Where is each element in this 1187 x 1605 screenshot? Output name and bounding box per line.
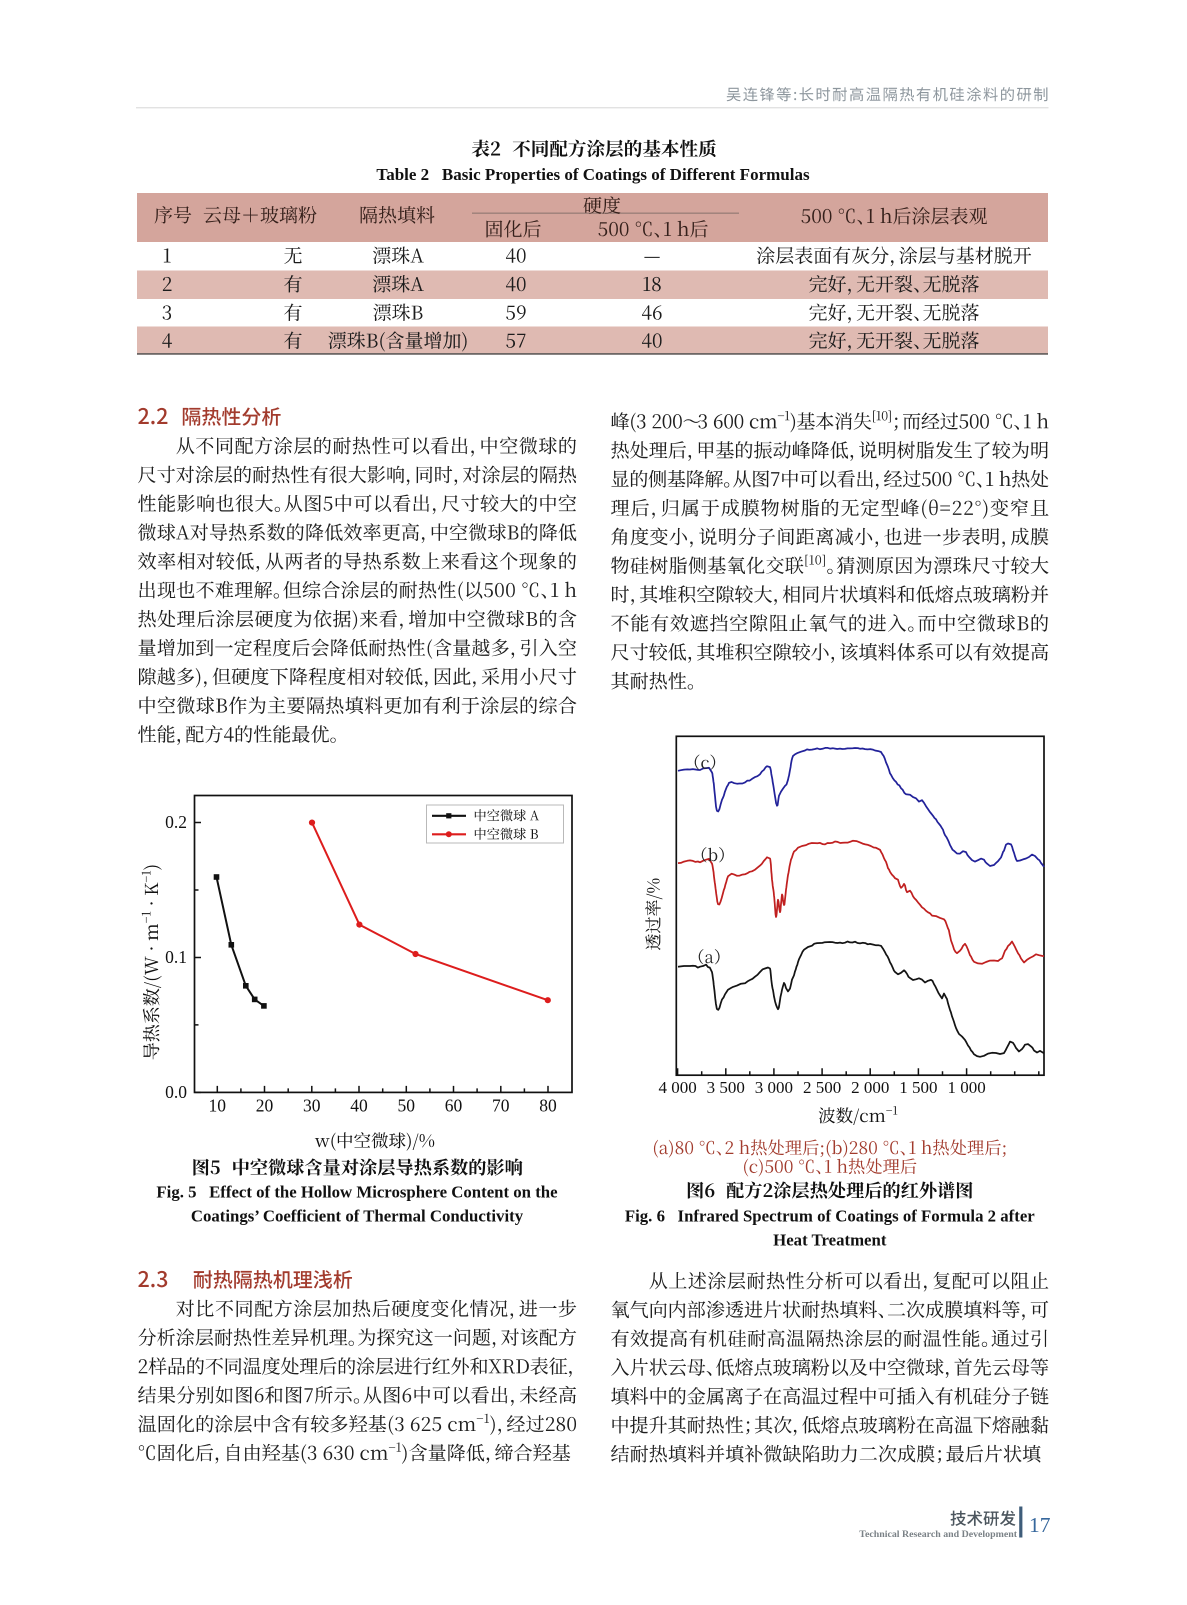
svg-text:50: 50 [398, 1096, 416, 1116]
svg-text:Fig. 6 Infrared Spectrum of: Fig. 6 Infrared Spectrum of Coatings of … [625, 1207, 1035, 1226]
svg-text:70: 70 [492, 1096, 510, 1116]
svg-text:Technical Research and Develop: Technical Research and Development [859, 1529, 1017, 1540]
svg-text:4 000: 4 000 [658, 1078, 696, 1097]
svg-text:0.0: 0.0 [165, 1082, 187, 1102]
svg-text:40: 40 [350, 1096, 368, 1116]
svg-text:3 000: 3 000 [755, 1078, 793, 1097]
svg-text:17: 17 [1029, 1513, 1051, 1537]
svg-text:80: 80 [539, 1096, 557, 1116]
svg-text:Table 2 Basic Properties of: Table 2 Basic Properties of Coatings of … [376, 165, 810, 184]
svg-text:2 000: 2 000 [851, 1078, 889, 1097]
svg-text:Fig. 5 Effect of the Hollow: Fig. 5 Effect of the Hollow Microsphere … [156, 1183, 558, 1202]
svg-text:10: 10 [209, 1096, 227, 1116]
svg-text:1 500: 1 500 [899, 1078, 937, 1097]
svg-text:60: 60 [445, 1096, 463, 1116]
svg-text:3 500: 3 500 [707, 1078, 745, 1097]
svg-text:Coatings’ Coefficient of Therm: Coatings’ Coefficient of Thermal Conduct… [191, 1207, 524, 1226]
svg-text:0.2: 0.2 [165, 812, 187, 832]
svg-text:30: 30 [303, 1096, 321, 1116]
svg-text:20: 20 [256, 1096, 274, 1116]
svg-text:0.1: 0.1 [165, 947, 187, 967]
svg-text:1 000: 1 000 [947, 1078, 985, 1097]
svg-text:2 500: 2 500 [803, 1078, 841, 1097]
svg-text:Heat Treatment: Heat Treatment [773, 1231, 887, 1250]
